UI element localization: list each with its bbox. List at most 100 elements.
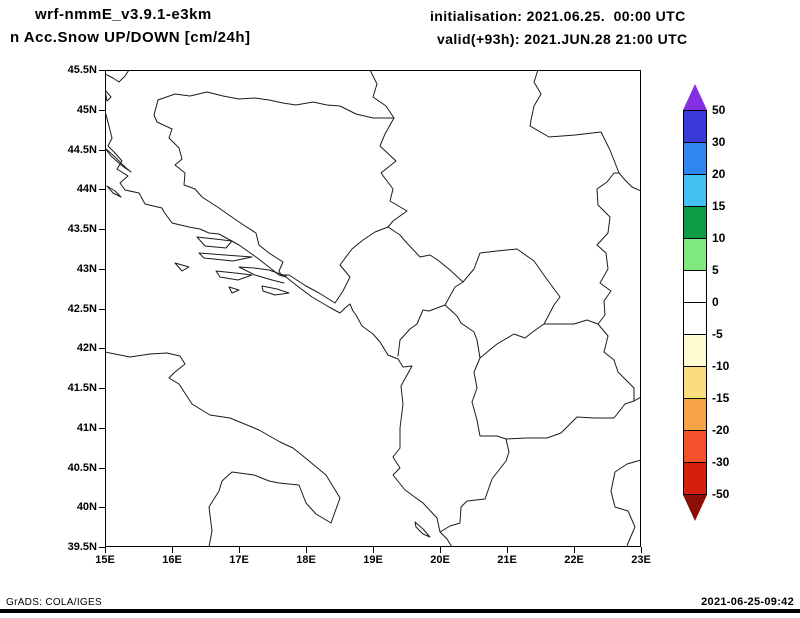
colorbar-label: 20	[712, 167, 726, 181]
border-montenegro	[280, 226, 464, 304]
x-tick-label: 23E	[631, 554, 651, 566]
grads-credit: GrADS: COLA/IGES	[6, 597, 102, 608]
border-serbia-bulgaria	[596, 172, 615, 325]
island-brac	[196, 236, 233, 249]
x-tick-mark	[239, 547, 240, 553]
init-time-label: initialisation: 2021.06.25. 00:00 UTC	[430, 8, 686, 24]
island-pag	[105, 147, 132, 173]
x-tick-mark	[105, 547, 106, 553]
border-serbia-romania-danube	[529, 70, 620, 174]
y-tick-mark	[99, 70, 105, 71]
y-tick-label: 41.5N	[67, 382, 97, 394]
colorbar-segment	[683, 334, 707, 367]
colorbar-label: 0	[712, 295, 719, 309]
y-tick-label: 44.5N	[67, 143, 97, 156]
border-montenegro-albania	[397, 304, 446, 357]
y-tick-mark	[99, 229, 105, 230]
y-tick-mark	[99, 189, 105, 191]
island-hvar	[198, 252, 253, 262]
colorbar-segment	[683, 302, 707, 335]
colorbar-segment	[683, 110, 707, 143]
y-tick-mark	[99, 507, 105, 509]
border-bosnia-serbia-drina	[379, 117, 408, 228]
y-tick-label: 44N	[76, 183, 97, 196]
model-title: wrf-nmmE_v3.9.1-e3km	[35, 6, 212, 23]
x-tick-label: 18E	[296, 554, 316, 566]
map-canvas	[105, 70, 641, 547]
creation-timestamp: 2021-06-25-09:42	[701, 596, 794, 608]
colorbar-segment	[683, 142, 707, 175]
island-dugi-otok	[106, 185, 122, 198]
border-croatia-serbia	[369, 70, 395, 119]
y-tick-mark	[99, 427, 105, 429]
border-albania-greece	[439, 438, 510, 533]
x-tick-label: 22E	[564, 554, 584, 566]
colorbar-label: -5	[712, 327, 723, 341]
y-tick-label: 45N	[76, 103, 97, 116]
peninsula-peljesac	[238, 266, 287, 284]
colorbar-label: 50	[712, 103, 726, 117]
colorbar-arrow-up	[683, 84, 707, 110]
x-tick-label: 15E	[95, 554, 115, 566]
y-tick-mark	[99, 547, 105, 548]
y-tick-mark	[99, 268, 105, 270]
x-tick-mark	[507, 547, 508, 553]
product-title: n Acc.Snow UP/DOWN [cm/24h]	[10, 29, 251, 46]
y-tick-label: 40N	[76, 501, 97, 514]
colorbar-arrow-down	[683, 495, 707, 521]
x-tick-mark	[172, 547, 173, 553]
valid-time-label: valid(+93h): 2021.JUN.28 21:00 UTC	[437, 31, 688, 47]
colorbar-label: 10	[712, 231, 726, 245]
border-kosovo	[444, 248, 561, 359]
colorbar-label: -20	[712, 423, 730, 437]
island-cres	[105, 89, 112, 102]
border-bosnia-north-sava	[206, 91, 395, 119]
x-tick-label: 17E	[229, 554, 249, 566]
x-tick-label: 19E	[363, 554, 383, 566]
y-tick-label: 43N	[76, 262, 97, 275]
x-tick-mark	[306, 547, 307, 553]
y-tick-mark	[99, 109, 105, 111]
colorbar-segment	[683, 366, 707, 399]
border-slovenia-croatia	[105, 70, 130, 83]
colorbar-segment	[683, 206, 707, 239]
border-macedonia-albania	[471, 357, 507, 440]
y-tick-label: 39.5N	[67, 541, 97, 553]
y-tick-label: 43.5N	[67, 223, 97, 235]
colorbar-label: -50	[712, 487, 730, 501]
x-tick-label: 16E	[162, 554, 182, 566]
colorbar-label: -15	[712, 391, 730, 405]
colorbar-label: 5	[712, 263, 719, 277]
island-korcula	[215, 270, 253, 281]
colorbar-segment	[683, 270, 707, 303]
colorbar-label: -10	[712, 359, 730, 373]
island-corfu	[414, 521, 431, 538]
coastline-greece	[610, 459, 641, 547]
x-tick-mark	[574, 547, 575, 553]
border-bulgaria-romania	[618, 172, 641, 192]
island-lastovo	[228, 286, 240, 294]
border-bulgaria-greece	[633, 396, 641, 402]
colorbar-segment	[683, 398, 707, 431]
y-tick-mark	[99, 467, 105, 469]
colorbar-segment	[683, 430, 707, 463]
coastline-east-adriatic	[105, 110, 453, 547]
colorbar-label: 15	[712, 199, 726, 213]
x-tick-mark	[373, 547, 374, 553]
y-tick-label: 45.5N	[67, 64, 97, 76]
colorbar-segment	[683, 462, 707, 495]
y-tick-label: 42.5N	[67, 302, 97, 315]
colorbar-label: 30	[712, 135, 726, 149]
x-tick-mark	[641, 547, 642, 553]
y-tick-mark	[99, 388, 105, 389]
x-tick-label: 21E	[497, 554, 517, 566]
x-tick-mark	[440, 547, 441, 553]
border-macedonia-greece	[505, 400, 635, 440]
y-tick-mark	[99, 308, 105, 310]
plot-frame	[105, 70, 641, 547]
border-macedonia-bulgaria	[597, 323, 635, 402]
bottom-divider	[0, 609, 800, 613]
colorbar-segment	[683, 238, 707, 271]
island-vis	[174, 262, 190, 272]
